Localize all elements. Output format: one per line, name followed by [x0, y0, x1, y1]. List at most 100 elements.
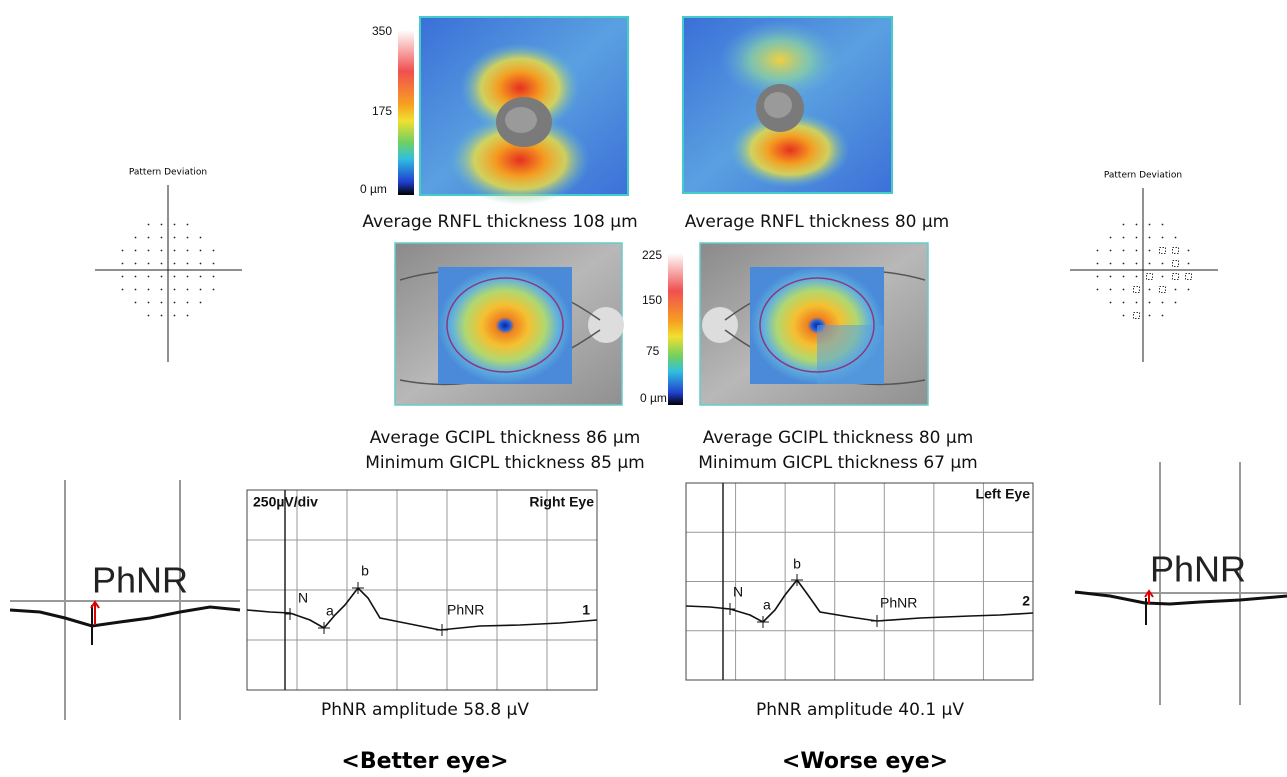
scale-label: 0 µm — [360, 182, 387, 196]
vf-title: Pattern Deviation — [129, 168, 207, 178]
vf-dot — [160, 249, 163, 252]
vf-defect — [1172, 260, 1179, 267]
vf-dot — [1135, 249, 1138, 252]
vf-dot — [1122, 249, 1125, 252]
vf-dot — [1174, 301, 1177, 304]
vf-dot — [1122, 262, 1125, 265]
scale-label: 0 µm — [640, 391, 667, 405]
vf-dot — [134, 249, 137, 252]
vf-dot — [1187, 288, 1190, 291]
vf-dot — [186, 314, 189, 317]
vf-dot — [147, 262, 150, 265]
scale-label: 75 — [646, 344, 660, 358]
vf-dot — [1122, 236, 1125, 239]
rnfl-map-left — [682, 16, 893, 194]
vf-defect — [1146, 273, 1153, 280]
caption: PhNR amplitude 58.8 µV — [321, 700, 529, 720]
caption: PhNR amplitude 40.1 µV — [756, 700, 964, 720]
vf-dot — [160, 275, 163, 278]
caption: Average GCIPL thickness 80 µm — [703, 428, 974, 448]
vf-dot — [173, 249, 176, 252]
vf-dot — [173, 314, 176, 317]
wave-label: N — [298, 590, 308, 606]
erg-scale: 250µV/div — [253, 494, 318, 510]
wave-label: b — [361, 563, 369, 579]
vf-dot — [1122, 275, 1125, 278]
footer-label: <Worse eye> — [782, 749, 948, 774]
erg-eye: Left Eye — [976, 486, 1031, 502]
vf-dot — [1135, 262, 1138, 265]
vf-dot — [1109, 301, 1112, 304]
vf-dot — [173, 223, 176, 226]
vf-dot — [1161, 301, 1164, 304]
erg-left: Left Eye N a b PhNR 2 — [685, 482, 1034, 681]
wave-label: a — [763, 597, 771, 613]
vf-dot — [199, 288, 202, 291]
footer-label: <Better eye> — [341, 749, 508, 774]
scale-label: 175 — [372, 104, 392, 118]
vf-dot — [1096, 275, 1099, 278]
gcipl-map-left — [699, 242, 929, 406]
vf-dot — [199, 275, 202, 278]
vf-dot — [1148, 288, 1151, 291]
visual-field-left: Pattern Deviation — [1070, 171, 1218, 362]
vf-dot — [1135, 236, 1138, 239]
vf-dot — [173, 262, 176, 265]
colorbar — [398, 30, 414, 195]
vf-dot — [1161, 275, 1164, 278]
vf-dot — [1161, 236, 1164, 239]
vf-dot — [1148, 262, 1151, 265]
vf-dot — [1122, 223, 1125, 226]
vf-defect — [1133, 312, 1140, 319]
vf-dot — [121, 262, 124, 265]
vf-dot — [121, 275, 124, 278]
wave-label: PhNR — [447, 602, 484, 618]
colorbar — [668, 253, 683, 405]
vf-dot — [1161, 262, 1164, 265]
vf-dot — [1122, 301, 1125, 304]
vf-defect — [1172, 273, 1179, 280]
vf-dot — [147, 288, 150, 291]
vf-dot — [1109, 262, 1112, 265]
vf-dot — [1148, 223, 1151, 226]
vf-dot — [186, 301, 189, 304]
vf-dot — [147, 275, 150, 278]
vf-dot — [134, 288, 137, 291]
vf-dot — [1109, 275, 1112, 278]
vf-dot — [1135, 275, 1138, 278]
vf-dot — [147, 223, 150, 226]
vf-dot — [1135, 223, 1138, 226]
zoom-left: PhNR — [1074, 462, 1287, 705]
vf-dot — [186, 288, 189, 291]
vf-dot — [199, 301, 202, 304]
vf-defect — [1185, 273, 1192, 280]
vf-dot — [1187, 249, 1190, 252]
vf-dot — [186, 249, 189, 252]
caption: Average RNFL thickness 80 µm — [685, 212, 950, 232]
vf-dot — [173, 288, 176, 291]
vf-dot — [212, 275, 215, 278]
vf-dot — [160, 236, 163, 239]
vf-dot — [160, 314, 163, 317]
vf-dot — [1148, 236, 1151, 239]
vf-dot — [1148, 301, 1151, 304]
vf-dot — [1135, 301, 1138, 304]
vf-dot — [173, 301, 176, 304]
vf-dot — [1161, 223, 1164, 226]
vf-dot — [173, 275, 176, 278]
vf-defect — [1159, 286, 1166, 293]
scale-label: 150 — [642, 293, 662, 307]
visual-field-right: Pattern Deviation — [95, 168, 242, 362]
caption: Average GCIPL thickness 86 µm — [370, 428, 641, 448]
vf-dot — [1122, 288, 1125, 291]
vf-dot — [1174, 236, 1177, 239]
vf-dot — [134, 236, 137, 239]
trace-number: 1 — [582, 602, 590, 618]
vf-dot — [186, 262, 189, 265]
vf-dot — [1109, 249, 1112, 252]
wave-label: PhNR — [880, 595, 917, 611]
vf-dot — [160, 301, 163, 304]
